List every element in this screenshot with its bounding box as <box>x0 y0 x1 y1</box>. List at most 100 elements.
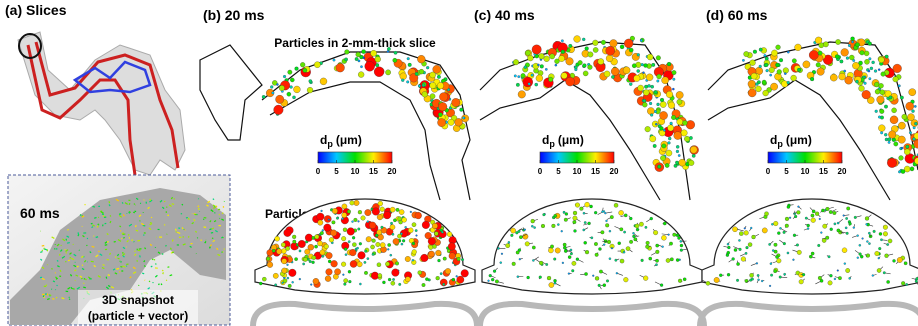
particle <box>866 241 868 243</box>
particle <box>887 158 897 168</box>
particle <box>272 249 275 252</box>
particle <box>777 232 780 235</box>
particle-streak <box>60 270 61 272</box>
symbol: d <box>770 133 777 147</box>
particle <box>609 230 611 232</box>
particle <box>359 242 362 245</box>
particle-streak <box>176 232 177 233</box>
particle <box>894 142 898 146</box>
colorbar-tick-label: 0 <box>766 167 771 176</box>
colorbar-tick-label: 0 <box>538 167 543 176</box>
particle <box>738 239 740 241</box>
particle-streak <box>182 227 183 229</box>
particle <box>749 279 752 282</box>
unit: (μm) <box>786 133 812 147</box>
particle <box>623 67 630 74</box>
particle <box>774 73 781 80</box>
particle <box>558 55 564 61</box>
particle <box>787 51 789 53</box>
particle <box>422 91 428 97</box>
particle <box>390 222 392 224</box>
particle <box>714 277 719 282</box>
particle <box>448 119 454 125</box>
inset-caption: (particle + vector) <box>88 309 188 323</box>
particle <box>619 210 624 215</box>
particle <box>667 62 671 66</box>
particle <box>573 220 576 223</box>
unit: (μm) <box>336 133 362 147</box>
particle <box>883 232 888 237</box>
particle <box>629 83 632 86</box>
particle <box>888 138 891 141</box>
particle <box>555 248 560 253</box>
particle <box>642 72 644 74</box>
particle <box>422 283 426 287</box>
particle <box>680 249 683 252</box>
particle <box>868 232 870 234</box>
unit: (μm) <box>558 133 584 147</box>
particle <box>877 96 885 104</box>
particle <box>650 136 656 142</box>
particle <box>405 277 410 282</box>
particle <box>677 237 680 240</box>
particle <box>336 217 339 220</box>
particle <box>598 284 601 287</box>
particle <box>561 50 565 54</box>
particle <box>584 272 587 275</box>
particle <box>611 75 614 78</box>
particle <box>819 218 821 220</box>
particle <box>583 64 587 68</box>
particle <box>448 243 455 250</box>
particle <box>910 167 914 171</box>
particle <box>773 221 778 226</box>
particle <box>533 226 535 228</box>
particle <box>320 231 323 234</box>
particle <box>393 58 397 62</box>
particle <box>645 226 647 228</box>
particle <box>324 224 332 232</box>
particle <box>849 222 852 225</box>
particle <box>428 251 434 257</box>
particle <box>401 79 404 82</box>
particle <box>583 71 588 76</box>
particle <box>865 217 869 221</box>
particle <box>904 262 907 265</box>
particle <box>672 70 676 74</box>
particle <box>893 76 899 82</box>
particle <box>839 73 846 80</box>
particle <box>422 84 425 87</box>
particle-streak <box>209 229 211 230</box>
particle <box>893 259 896 262</box>
particle <box>636 228 639 231</box>
particle <box>378 201 383 206</box>
particle <box>532 246 535 249</box>
particle <box>405 256 411 262</box>
particle <box>493 270 496 273</box>
particle <box>515 231 518 234</box>
particle-streak <box>198 206 199 207</box>
particle <box>648 84 651 87</box>
particle <box>632 64 636 68</box>
particle <box>266 257 270 261</box>
particle <box>279 85 285 91</box>
particle <box>598 59 604 65</box>
particle <box>859 253 862 256</box>
particle <box>527 55 533 61</box>
particle <box>437 82 444 89</box>
particle <box>438 113 442 117</box>
particle <box>809 50 818 59</box>
particle <box>862 90 871 99</box>
particle-streak <box>92 246 95 247</box>
particle <box>757 274 759 276</box>
particle-streak <box>144 261 145 262</box>
particle <box>620 259 624 263</box>
particle <box>513 59 519 65</box>
particle-streak <box>194 219 195 221</box>
particle <box>841 48 849 56</box>
particle <box>541 224 545 228</box>
particle <box>390 207 395 212</box>
particle <box>793 259 795 261</box>
particle-streak <box>163 272 164 274</box>
particle <box>859 244 861 246</box>
particle <box>524 229 526 231</box>
